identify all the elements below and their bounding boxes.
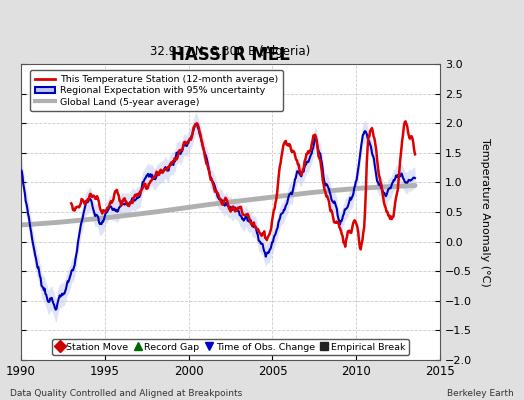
- Text: Data Quality Controlled and Aligned at Breakpoints: Data Quality Controlled and Aligned at B…: [10, 389, 243, 398]
- Title: HASSI R MEL: HASSI R MEL: [171, 46, 290, 64]
- Legend: Station Move, Record Gap, Time of Obs. Change, Empirical Break: Station Move, Record Gap, Time of Obs. C…: [52, 339, 409, 355]
- Text: Berkeley Earth: Berkeley Earth: [447, 389, 514, 398]
- Y-axis label: Temperature Anomaly (°C): Temperature Anomaly (°C): [481, 138, 490, 286]
- Text: 32.917 N, 3.300 E (Algeria): 32.917 N, 3.300 E (Algeria): [150, 45, 311, 58]
